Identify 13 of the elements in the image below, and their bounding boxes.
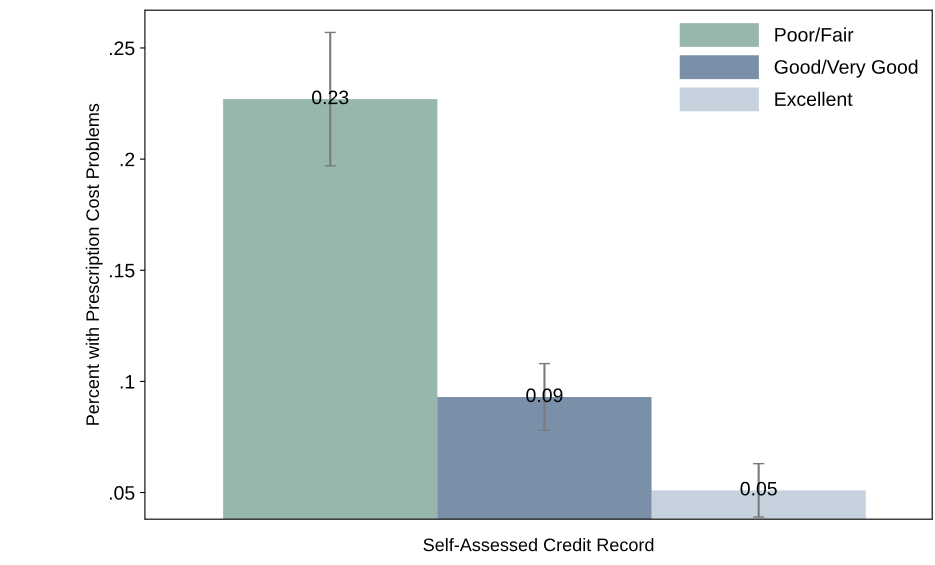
data-label: 0.09 xyxy=(526,388,562,402)
y-tick-label: .2 xyxy=(120,152,134,166)
y-tick-label: .1 xyxy=(120,375,134,388)
y-tick-label: .25 xyxy=(110,41,134,56)
legend-label: Excellent xyxy=(775,92,852,106)
y-tick-label: .15 xyxy=(110,264,134,278)
y-axis-title: Percent with Prescription Cost Problems xyxy=(86,104,103,425)
data-label: 0.05 xyxy=(740,482,777,496)
legend-label: Poor/Fair xyxy=(775,27,854,42)
y-tick-label: .05 xyxy=(110,486,134,500)
x-axis-title: Self-Assessed Credit Record xyxy=(423,538,654,552)
legend-label: Good/Very Good xyxy=(774,60,918,78)
data-label: 0.23 xyxy=(312,90,348,104)
